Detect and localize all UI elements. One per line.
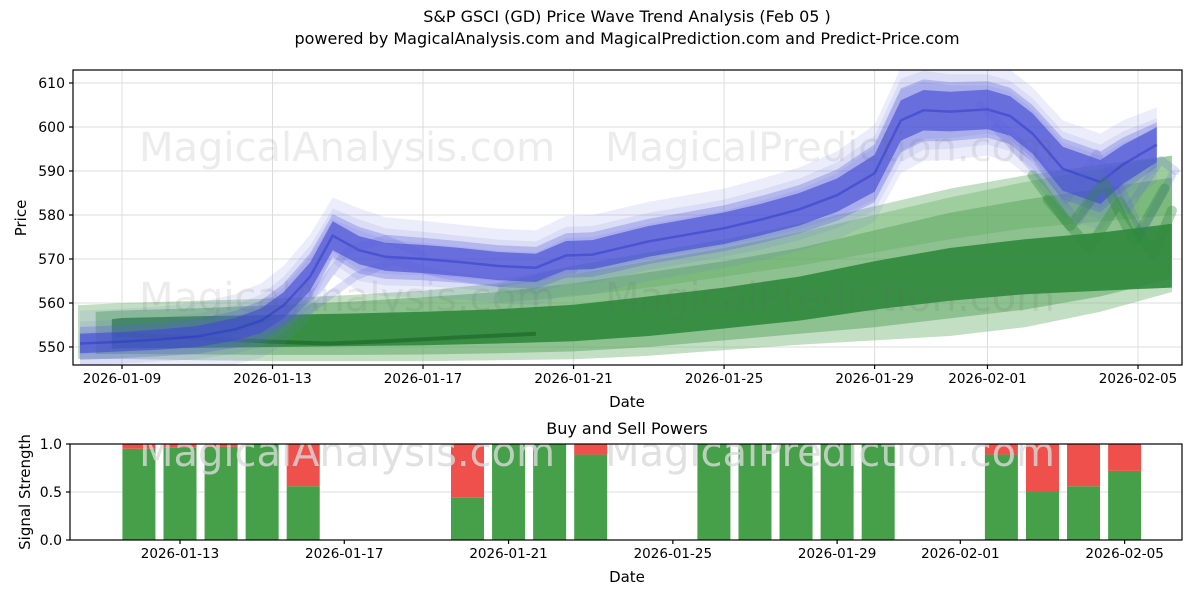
buy-bar	[984, 454, 1018, 540]
buy-bar	[533, 444, 567, 540]
top-y-tick-label: 600	[38, 120, 65, 136]
top-y-tick-label: 570	[38, 252, 65, 268]
bottom-x-tick-label: 2026-01-25	[634, 546, 712, 562]
blue-core-band	[79, 89, 1157, 354]
sell-bar	[122, 444, 156, 449]
bottom-chart-title: Buy and Sell Powers	[546, 419, 708, 438]
sell-bar	[204, 444, 238, 447]
watermark-prediction: MagicalPrediction.com	[605, 275, 1055, 321]
watermark-prediction: MagicalPrediction.com	[605, 430, 1055, 476]
top-y-tick-label: 590	[38, 164, 65, 180]
sell-bar	[984, 444, 1018, 455]
figure-title-block: S&P GSCI (GD) Price Wave Trend Analysis …	[27, 6, 1200, 50]
watermark-analysis: MagicalAnalysis.com	[139, 275, 555, 321]
figure-subtitle: powered by MagicalAnalysis.com and Magic…	[294, 29, 960, 48]
sell-bar	[450, 444, 484, 498]
blue-stray-line	[976, 101, 1180, 215]
buy-bar	[163, 447, 197, 540]
top-axes-frame	[72, 69, 1183, 366]
watermark-analysis: MagicalAnalysis.com	[139, 430, 555, 476]
bottom-chart: MagicalAnalysis.com MagicalPrediction.com…	[40, 430, 1183, 562]
buy-bar	[450, 497, 484, 540]
green-upper-band	[498, 155, 1172, 303]
buy-bar	[492, 444, 526, 540]
top-x-tick-label: 2026-01-25	[685, 371, 763, 387]
top-y-tick-label: 610	[38, 76, 65, 92]
sell-bar	[1108, 444, 1142, 471]
bottom-x-tick-label: 2026-01-13	[141, 546, 219, 562]
buy-bar	[738, 444, 772, 540]
top-x-tick-label: 2026-01-13	[233, 371, 311, 387]
top-x-tick-label: 2026-01-09	[83, 371, 161, 387]
blue-center-line	[79, 108, 1158, 345]
blue-stray-line	[991, 123, 1176, 237]
green-stray-line	[1042, 194, 1177, 260]
top-chart: MagicalAnalysis.com MagicalPrediction.com…	[38, 69, 1183, 387]
sell-bar	[1067, 444, 1101, 487]
buy-bar	[1108, 470, 1142, 540]
bottom-y-tick-label: 0.5	[40, 485, 62, 501]
buy-bar	[574, 454, 608, 540]
bottom-x-tick-label: 2026-02-01	[921, 546, 999, 562]
top-x-tick-label: 2026-01-17	[384, 371, 462, 387]
buy-bar	[697, 444, 731, 540]
bottom-y-tick-label: 1.0	[40, 437, 62, 453]
top-x-tick-label: 2026-02-05	[1099, 371, 1177, 387]
top-y-tick-label: 580	[38, 208, 65, 224]
buy-bar	[861, 444, 895, 540]
green-mid-band	[95, 177, 1172, 355]
sell-bar	[574, 444, 608, 455]
sell-bar	[1025, 444, 1059, 492]
figure-title: S&P GSCI (GD) Price Wave Trend Analysis …	[423, 7, 831, 26]
buy-bar	[286, 486, 320, 540]
bottom-x-tick-label: 2026-02-05	[1085, 546, 1163, 562]
blue-stray-line	[268, 235, 427, 334]
bottom-chart-plot-area: MagicalAnalysis.com MagicalPrediction.com	[70, 430, 1182, 540]
watermark-prediction: MagicalPrediction.com	[605, 125, 1055, 171]
bottom-x-tick-label: 2026-01-17	[305, 546, 383, 562]
blue-stray-line	[230, 257, 578, 343]
buy-bar	[779, 444, 813, 540]
buy-bar	[1025, 492, 1059, 540]
green-core-band	[111, 223, 1172, 349]
bottom-y-axis-label: Signal Strength	[16, 434, 34, 550]
buy-bar	[820, 444, 854, 540]
top-x-tick-label: 2026-02-01	[948, 371, 1026, 387]
top-y-axis-label: Price	[12, 199, 30, 237]
buy-bar	[122, 448, 156, 540]
buy-bar	[245, 444, 279, 540]
sell-bar	[286, 444, 320, 487]
watermark-analysis: MagicalAnalysis.com	[139, 125, 555, 171]
bottom-y-tick-label: 0.0	[40, 533, 62, 549]
sell-bar	[163, 444, 197, 448]
top-x-tick-label: 2026-01-21	[534, 371, 612, 387]
bottom-x-tick-label: 2026-01-21	[469, 546, 547, 562]
bottom-x-axis-label: Date	[609, 568, 645, 586]
bottom-x-tick-label: 2026-01-29	[798, 546, 876, 562]
top-x-axis-label: Date	[609, 393, 645, 411]
green-stray-line	[1027, 170, 1170, 247]
buy-bar	[204, 446, 238, 540]
top-y-tick-label: 560	[38, 296, 65, 312]
top-y-tick-label: 550	[38, 340, 65, 356]
top-x-tick-label: 2026-01-29	[835, 371, 913, 387]
buy-bar	[1067, 486, 1101, 540]
top-chart-plot-area: MagicalAnalysis.com MagicalPrediction.com…	[73, 70, 1182, 365]
